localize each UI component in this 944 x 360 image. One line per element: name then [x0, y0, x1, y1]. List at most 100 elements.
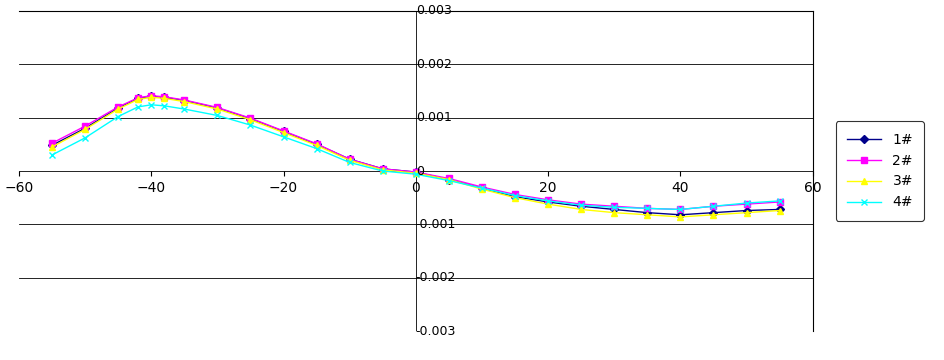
2# — [377, 167, 388, 171]
1# — [674, 213, 685, 217]
2# — [443, 176, 454, 181]
3# — [46, 145, 58, 149]
1# — [278, 129, 289, 134]
1# — [575, 204, 586, 208]
4# — [46, 153, 58, 157]
3# — [311, 143, 322, 148]
3# — [211, 107, 223, 111]
4# — [145, 103, 157, 107]
2# — [112, 105, 124, 109]
Text: 0.003: 0.003 — [415, 4, 451, 17]
4# — [542, 199, 553, 203]
2# — [476, 185, 487, 189]
2# — [344, 157, 355, 161]
2# — [178, 98, 190, 102]
Text: 0.002: 0.002 — [415, 58, 451, 71]
1# — [178, 98, 190, 103]
1# — [707, 211, 718, 215]
2# — [509, 192, 520, 197]
1# — [608, 207, 619, 212]
3# — [410, 171, 421, 175]
Line: 2#: 2# — [49, 93, 782, 212]
1# — [112, 106, 124, 110]
4# — [773, 199, 784, 203]
2# — [641, 206, 652, 211]
3# — [79, 127, 91, 131]
4# — [707, 204, 718, 208]
1# — [443, 177, 454, 182]
3# — [278, 130, 289, 135]
3# — [112, 107, 124, 111]
2# — [278, 129, 289, 133]
1# — [132, 96, 143, 100]
4# — [575, 203, 586, 207]
3# — [740, 211, 751, 215]
2# — [410, 170, 421, 174]
Line: 1#: 1# — [49, 94, 782, 217]
1# — [311, 142, 322, 147]
Legend: 1#, 2#, 3#, 4#: 1#, 2#, 3#, 4# — [834, 121, 923, 221]
Text: 0.001: 0.001 — [415, 111, 451, 124]
4# — [443, 179, 454, 183]
1# — [773, 207, 784, 212]
4# — [311, 147, 322, 151]
4# — [112, 114, 124, 119]
Line: 4#: 4# — [48, 101, 783, 213]
1# — [159, 95, 170, 99]
1# — [344, 157, 355, 161]
2# — [608, 204, 619, 208]
4# — [211, 113, 223, 118]
2# — [542, 198, 553, 202]
2# — [132, 96, 143, 100]
3# — [377, 168, 388, 172]
3# — [159, 96, 170, 100]
4# — [79, 136, 91, 140]
3# — [542, 202, 553, 206]
1# — [46, 143, 58, 148]
3# — [608, 211, 619, 215]
4# — [132, 105, 143, 109]
3# — [707, 213, 718, 217]
Line: 3#: 3# — [49, 95, 782, 220]
1# — [509, 194, 520, 199]
1# — [740, 208, 751, 213]
1# — [79, 126, 91, 130]
Text: -0.001: -0.001 — [415, 218, 456, 231]
1# — [641, 211, 652, 215]
2# — [707, 204, 718, 208]
2# — [46, 141, 58, 145]
2# — [159, 95, 170, 99]
4# — [377, 169, 388, 173]
2# — [145, 94, 157, 98]
Text: -0.002: -0.002 — [415, 271, 456, 284]
2# — [79, 124, 91, 128]
4# — [278, 135, 289, 139]
3# — [773, 208, 784, 213]
4# — [740, 201, 751, 205]
1# — [476, 186, 487, 190]
3# — [641, 213, 652, 217]
3# — [145, 95, 157, 99]
3# — [443, 177, 454, 182]
1# — [377, 167, 388, 171]
4# — [608, 205, 619, 210]
4# — [178, 107, 190, 111]
4# — [641, 206, 652, 211]
1# — [542, 200, 553, 204]
3# — [132, 97, 143, 102]
4# — [159, 104, 170, 108]
2# — [674, 207, 685, 212]
2# — [773, 200, 784, 204]
3# — [244, 118, 256, 122]
2# — [740, 202, 751, 206]
Text: -0.003: -0.003 — [415, 325, 456, 338]
Text: 0: 0 — [415, 165, 423, 177]
4# — [410, 172, 421, 176]
3# — [344, 158, 355, 162]
4# — [509, 193, 520, 198]
3# — [575, 207, 586, 212]
1# — [410, 170, 421, 174]
2# — [244, 116, 256, 120]
4# — [476, 186, 487, 190]
2# — [575, 202, 586, 206]
